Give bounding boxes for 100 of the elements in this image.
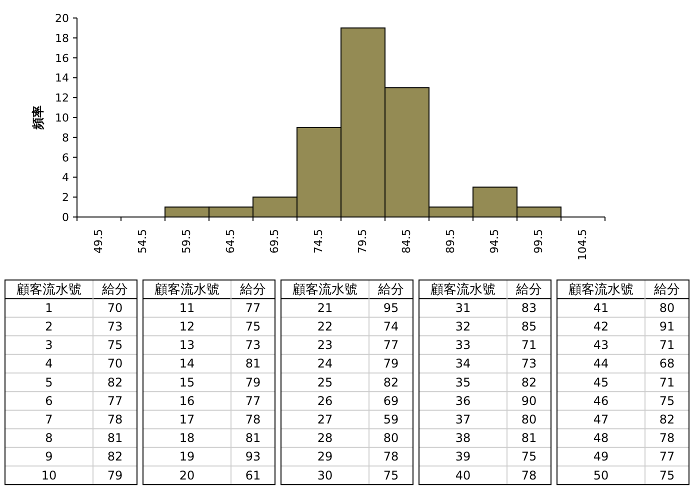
text: 79 — [383, 356, 399, 371]
text: 82 — [107, 450, 123, 464]
text: 78 — [383, 450, 399, 464]
text: 給分 — [515, 282, 542, 298]
text: 82 — [659, 412, 675, 426]
x-tick-label: 79.5 — [356, 229, 370, 254]
text: 75 — [659, 468, 675, 482]
text: 給分 — [101, 282, 128, 298]
text: 33 — [455, 338, 471, 352]
text: 18 — [179, 431, 195, 446]
y-tick-label: 6 — [62, 151, 69, 164]
text: 9 — [45, 450, 53, 464]
text: 47 — [593, 412, 609, 426]
text: 顧客流水號 — [16, 281, 82, 298]
text: 給分 — [653, 282, 680, 298]
text: 7 — [45, 412, 53, 426]
text: 28 — [317, 431, 333, 446]
x-tick-label: 74.5 — [312, 229, 326, 254]
text: 43 — [593, 338, 609, 352]
text: 41 — [593, 300, 609, 315]
text: 44 — [593, 356, 609, 371]
text: 1 — [45, 300, 53, 315]
text: 5 — [45, 375, 53, 390]
text: 29 — [317, 450, 333, 464]
text: 23 — [317, 338, 333, 352]
text: 45 — [593, 375, 609, 390]
y-tick-label: 16 — [55, 52, 69, 65]
text: 79 — [245, 375, 261, 390]
text: 85 — [521, 320, 537, 334]
y-tick-label: 4 — [62, 171, 69, 184]
text: 70 — [107, 300, 123, 315]
y-tick-label: 10 — [55, 112, 69, 124]
text: 48 — [593, 431, 609, 446]
text: 22 — [317, 320, 333, 334]
text: 顧客流水號 — [568, 281, 634, 298]
y-tick-label: 14 — [55, 72, 69, 85]
text: 68 — [659, 356, 675, 371]
text: 73 — [107, 320, 123, 334]
text: 27 — [317, 412, 333, 426]
text: 80 — [659, 300, 675, 315]
text: 82 — [521, 375, 537, 390]
x-tick-label: 54.5 — [136, 229, 150, 254]
text: 77 — [383, 338, 399, 352]
text: 14 — [179, 356, 195, 371]
text: 75 — [107, 338, 123, 352]
text: 61 — [245, 468, 261, 482]
text: 38 — [455, 431, 471, 446]
text: 17 — [179, 412, 195, 426]
text: 83 — [521, 300, 537, 315]
text: 15 — [179, 375, 195, 390]
x-tick-label: 69.5 — [268, 229, 282, 254]
text: 78 — [107, 412, 123, 426]
text: 77 — [659, 450, 675, 464]
text: 77 — [107, 394, 123, 408]
x-tick-label: 49.5 — [92, 229, 106, 254]
text: 11 — [179, 300, 195, 315]
text: 31 — [455, 300, 471, 315]
text: 32 — [455, 320, 471, 334]
text: 20 — [179, 468, 195, 482]
text: 75 — [521, 450, 537, 464]
x-tick-label: 89.5 — [444, 229, 458, 254]
text: 75 — [659, 394, 675, 408]
text: 40 — [455, 468, 471, 482]
text: 73 — [245, 338, 261, 352]
x-tick-label: 104.5 — [576, 229, 590, 260]
text: 70 — [107, 356, 123, 371]
text: 78 — [659, 431, 675, 446]
text: 75 — [383, 468, 399, 482]
text: 12 — [179, 320, 195, 334]
text: 75 — [245, 320, 261, 334]
text: 49 — [593, 450, 609, 464]
text: 78 — [521, 468, 537, 482]
text: 39 — [455, 450, 471, 464]
text: 59 — [383, 412, 399, 426]
text: 24 — [317, 356, 333, 371]
text: 10 — [41, 468, 57, 482]
text: 73 — [521, 356, 537, 371]
text: 71 — [659, 375, 675, 390]
y-tick-label: 20 — [55, 12, 69, 25]
text: 82 — [383, 375, 399, 390]
text: 69 — [383, 394, 399, 408]
text: 顧客流水號 — [430, 281, 496, 298]
text: 42 — [593, 320, 609, 334]
text: 80 — [521, 412, 537, 426]
text: 81 — [245, 431, 261, 446]
text: 3 — [45, 338, 53, 352]
text: 46 — [593, 394, 609, 408]
text: 37 — [455, 412, 471, 426]
x-tick-label: 94.5 — [488, 229, 502, 254]
y-tick-label: 0 — [62, 211, 69, 224]
y-tick-label: 8 — [62, 131, 69, 144]
text: 91 — [659, 320, 675, 334]
x-tick-label: 84.5 — [400, 229, 414, 254]
text: 74 — [383, 320, 399, 334]
text: 25 — [317, 375, 333, 390]
text: 90 — [521, 394, 537, 408]
text: 21 — [317, 300, 333, 315]
text: 50 — [593, 468, 609, 482]
x-tick-label: 59.5 — [180, 229, 194, 254]
text: 30 — [317, 468, 333, 482]
